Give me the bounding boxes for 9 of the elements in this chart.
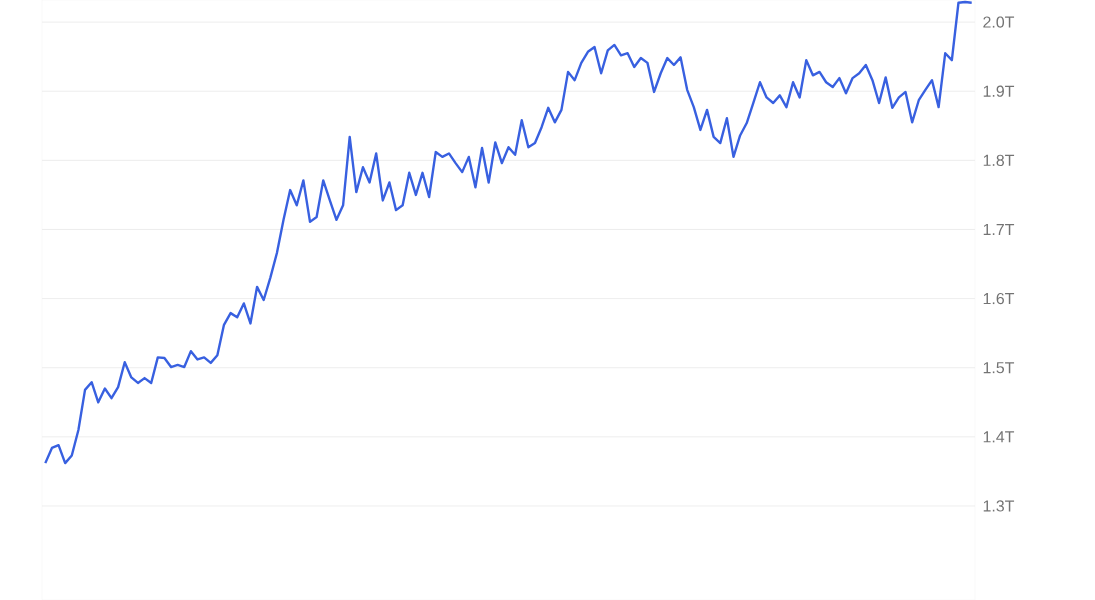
y-tick-label: 2.0T [983, 16, 1015, 28]
y-tick-label: 1.3T [983, 500, 1015, 512]
y-tick-label: 1.9T [983, 85, 1015, 97]
y-tick-label: 1.6T [983, 292, 1015, 305]
y-tick-label: 1.7T [983, 223, 1015, 235]
y-tick-label: 1.5T [983, 362, 1015, 374]
y-tick-label: 1.4T [983, 431, 1015, 443]
line-series [44, 0, 973, 465]
y-tick-label: 1.8T [983, 154, 1015, 166]
